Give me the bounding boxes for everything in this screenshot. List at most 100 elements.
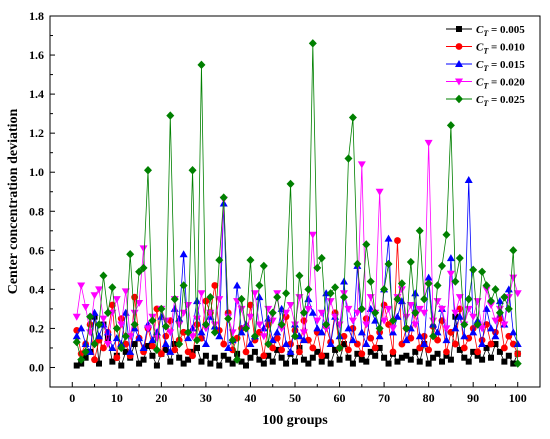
data-point [268,317,277,325]
data-point [473,298,482,306]
data-point [375,324,384,333]
data-point [72,313,81,321]
data-point [109,358,116,365]
data-point [72,332,81,340]
data-point [491,285,500,294]
data-point [255,281,264,290]
data-point [372,352,379,359]
data-point [505,352,512,359]
data-point [184,301,193,309]
data-point [179,250,188,258]
data-point [474,352,481,359]
data-point [296,344,303,351]
data-point [425,346,433,354]
data-point [286,179,295,189]
data-point [104,335,111,342]
data-point [402,313,411,321]
data-point [424,139,433,147]
data-point [112,324,121,333]
data-point [407,334,415,342]
data-point [278,354,285,361]
data-point [326,289,335,298]
data-point [456,346,463,353]
data-point [344,324,353,332]
series-line [76,180,519,354]
data-point [139,343,148,351]
data-point [90,292,99,300]
data-point [86,321,94,328]
data-point [95,320,103,329]
data-point [461,354,468,361]
data-point [491,317,500,325]
data-point [180,360,187,367]
y-tick-label: 1.6 [29,48,44,62]
data-point [117,340,126,348]
data-point [322,320,331,329]
legend-item: CT = 0.025 [446,94,525,108]
data-point [357,304,366,314]
data-point [121,288,130,296]
data-point [438,261,446,271]
data-point [464,176,473,184]
data-point [117,343,126,353]
data-point [349,360,356,367]
data-point [366,277,375,286]
data-point [255,293,264,301]
data-point [429,317,438,325]
data-point [509,274,518,282]
data-point [500,344,508,352]
data-point [446,254,455,262]
x-tick-label: 20 [155,391,167,405]
data-point [348,113,357,122]
series-line [76,142,519,345]
data-point [406,301,415,309]
data-point [446,270,455,278]
x-tick-label: 10 [111,391,123,405]
data-point [144,325,152,333]
data-point [354,350,361,357]
data-point [269,344,277,352]
data-point [296,348,303,356]
data-point [304,305,313,313]
axis-ticks: 0 10 20 30 40 50 60 70 80 90 100 0.0 0.2 0.4 0.6 0.8 1.0… [29,9,527,405]
data-point [500,292,509,302]
legend-value: = 0.015 [488,59,525,71]
x-tick-label: 100 [509,391,527,405]
data-point [95,332,103,340]
data-point [482,281,491,290]
data-point [170,304,179,312]
data-point [411,289,420,297]
legend-item: CT = 0.005 [446,24,525,38]
data-point [318,358,325,365]
data-point [259,324,268,332]
data-point [184,328,193,337]
data-point [385,360,392,367]
legend-label: CT = 0.020 [476,77,525,91]
data-point [100,344,107,352]
data-point [340,292,348,302]
data-point [455,253,464,263]
data-point [367,348,374,355]
data-point [474,348,482,356]
data-point [198,358,205,365]
data-point [117,315,125,323]
data-point [99,315,108,323]
data-point [309,354,316,361]
data-point [259,261,268,271]
data-point [487,324,495,332]
data-point [171,346,179,354]
legend-item: CT = 0.010 [446,42,525,56]
data-point [193,297,201,305]
legend-item: CT = 0.020 [446,77,525,91]
data-point [491,332,500,340]
data-point [376,344,383,351]
data-point [348,317,357,325]
data-point [167,358,174,365]
data-point [402,336,411,344]
data-point [317,253,326,263]
data-point [393,294,402,304]
data-point [157,350,165,358]
data-point [513,340,522,348]
data-point [250,290,259,298]
